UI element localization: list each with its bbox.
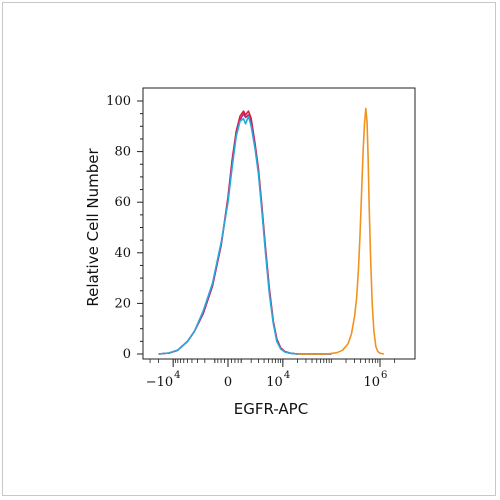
histogram-series-1	[158, 110, 332, 355]
chart-frame	[2, 2, 496, 496]
x-tick-label: 10	[266, 375, 283, 390]
x-tick-label: 0	[224, 375, 232, 390]
y-axis-title: Relative Cell Number	[84, 148, 102, 307]
histogram-curves	[158, 107, 385, 355]
y-tick-label: 100	[106, 94, 131, 109]
chart-axes	[137, 87, 416, 367]
x-tick-exponent: 4	[284, 370, 290, 381]
x-tick-label: 10	[363, 375, 380, 390]
y-tick-label: 60	[114, 195, 131, 210]
x-tick-exponent: 6	[381, 370, 387, 381]
y-tick-label: 80	[114, 145, 131, 160]
x-axis-title: EGFR-APC	[234, 400, 308, 418]
histogram-series-2	[158, 112, 332, 355]
y-tick-label: 40	[114, 246, 131, 261]
histogram-series-3	[158, 115, 332, 355]
y-tick-label: 0	[123, 347, 131, 362]
x-tick-label: −10	[146, 375, 173, 390]
plot-area-border	[142, 87, 416, 360]
y-tick-label: 20	[114, 296, 131, 311]
x-tick-exponent: 4	[174, 370, 180, 381]
histogram-series-4	[297, 107, 385, 355]
